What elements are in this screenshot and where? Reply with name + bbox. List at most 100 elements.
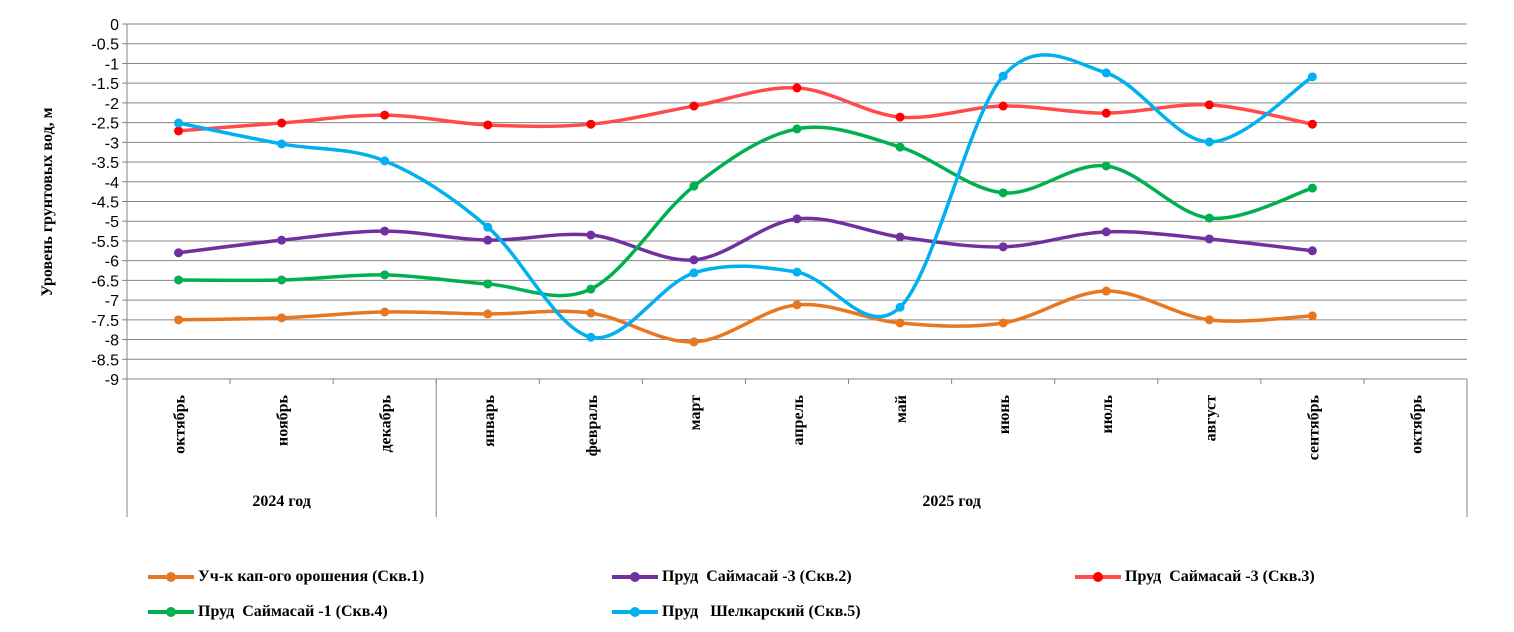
- legend-label: Пруд Шелкарский (Скв.5): [662, 603, 861, 620]
- data-point: [689, 268, 699, 278]
- legend-label: Уч-к кап-ого орошения (Скв.1): [198, 568, 425, 585]
- data-point: [1101, 227, 1111, 237]
- x-tick-label: май: [893, 395, 910, 423]
- series-line-2: [178, 216, 1313, 262]
- y-tick-label: -9: [105, 372, 119, 389]
- x-tick-label: июль: [1099, 394, 1116, 433]
- series-line-5: [178, 53, 1314, 340]
- data-point: [792, 124, 802, 134]
- legend-label: Пруд Саймасай -3 (Скв.2): [662, 568, 852, 585]
- data-point: [895, 112, 905, 122]
- x-tick-label: июнь: [996, 394, 1013, 434]
- data-point: [483, 120, 493, 130]
- data-point: [895, 142, 905, 152]
- y-tick-labels: 0 -0.5 -1 -1.5 -2 -2.5 -3 -3.5 -4 -4.5 -5 -5.5 -6 -6.…: [91, 17, 119, 389]
- x-tick-label: декабрь: [378, 394, 395, 452]
- data-point: [174, 126, 184, 136]
- legend-item: Пруд Шелкарский (Скв.5): [612, 603, 861, 621]
- data-point: [483, 309, 493, 319]
- legend-swatch: [612, 607, 658, 617]
- x-tick-label: январь: [481, 394, 498, 446]
- data-point: [277, 313, 287, 323]
- data-point: [895, 302, 905, 312]
- y-tick-label: -4: [105, 175, 119, 192]
- y-tick-label: -6: [105, 254, 119, 271]
- group-label: 2025 год: [922, 493, 981, 510]
- y-tick-label: -1: [105, 56, 119, 73]
- legend-item: Пруд Саймасай -3 (Скв.2): [612, 568, 852, 586]
- data-point: [380, 226, 390, 236]
- y-tick-label: -6.5: [91, 273, 119, 290]
- data-point: [1204, 315, 1214, 325]
- gridlines: [127, 23, 1467, 380]
- x-tick-labels: октябрь ноябрь декабрь январь февраль март апр…: [172, 394, 1426, 460]
- x-tick-label: октябрь: [1408, 394, 1425, 453]
- data-point: [1307, 246, 1317, 256]
- data-point: [1204, 100, 1214, 110]
- y-tick-label: -7: [105, 293, 119, 310]
- y-tick-label: -5.5: [91, 234, 119, 251]
- data-point: [277, 118, 287, 128]
- data-point: [483, 279, 493, 289]
- legend-item: Пруд Саймасай -3 (Скв.3): [1075, 568, 1315, 586]
- data-point: [483, 222, 493, 232]
- data-point: [586, 308, 596, 318]
- data-point: [1101, 68, 1111, 78]
- series-line-4: [178, 125, 1313, 298]
- legend-item: Уч-к кап-ого орошения (Скв.1): [148, 568, 424, 586]
- data-point: [174, 315, 184, 325]
- data-point: [277, 275, 287, 285]
- data-point: [380, 156, 390, 166]
- data-point: [1307, 183, 1317, 193]
- x-tick-label: март: [687, 395, 704, 430]
- data-point: [1307, 119, 1317, 129]
- data-point: [1307, 72, 1317, 82]
- data-point: [792, 300, 802, 310]
- x-tick-label: ноябрь: [275, 394, 292, 445]
- y-tick-label: -8.5: [91, 352, 119, 369]
- y-tick-label: -3.5: [91, 155, 119, 172]
- data-point: [792, 83, 802, 93]
- data-point: [689, 255, 699, 265]
- y-tick-label: -2: [105, 96, 119, 113]
- data-point: [174, 118, 184, 128]
- y-axis-label: Уровень грунтовых вод, м: [39, 107, 56, 296]
- group-label: 2024 год: [252, 493, 311, 510]
- data-point: [998, 188, 1008, 198]
- x-tick-label: сентябрь: [1305, 394, 1322, 460]
- legend-swatch: [148, 607, 194, 617]
- data-point: [792, 214, 802, 224]
- data-point: [483, 235, 493, 245]
- series-line-3: [178, 86, 1313, 133]
- series-lines: [178, 53, 1314, 344]
- data-point: [380, 270, 390, 280]
- series-markers: [174, 68, 1317, 347]
- data-point: [998, 101, 1008, 111]
- legend-item: Пруд Саймасай -1 (Скв.4): [148, 603, 388, 621]
- y-tick-label: -2.5: [91, 116, 119, 133]
- data-point: [586, 284, 596, 294]
- data-point: [174, 248, 184, 258]
- data-point: [1204, 137, 1214, 147]
- y-tick-label: -0.5: [91, 37, 119, 54]
- legend-swatch: [612, 572, 658, 582]
- legend-swatch: [148, 572, 194, 582]
- y-tick-label: -7.5: [91, 313, 119, 330]
- x-tick-label: октябрь: [172, 394, 189, 453]
- data-point: [1101, 161, 1111, 171]
- data-point: [998, 242, 1008, 252]
- y-tick-label: -1.5: [91, 76, 119, 93]
- legend-swatch: [1075, 572, 1121, 582]
- legend-label: Пруд Саймасай -1 (Скв.4): [198, 603, 388, 620]
- data-point: [277, 235, 287, 245]
- group-labels: 2024 год 2025 год: [252, 493, 981, 510]
- data-point: [586, 230, 596, 240]
- data-point: [380, 110, 390, 120]
- x-tick-label: август: [1202, 395, 1219, 442]
- data-point: [174, 275, 184, 285]
- y-tick-label: -5: [105, 214, 119, 231]
- y-tick-label: -3: [105, 135, 119, 152]
- data-point: [1101, 286, 1111, 296]
- y-tick-label: -8: [105, 333, 119, 350]
